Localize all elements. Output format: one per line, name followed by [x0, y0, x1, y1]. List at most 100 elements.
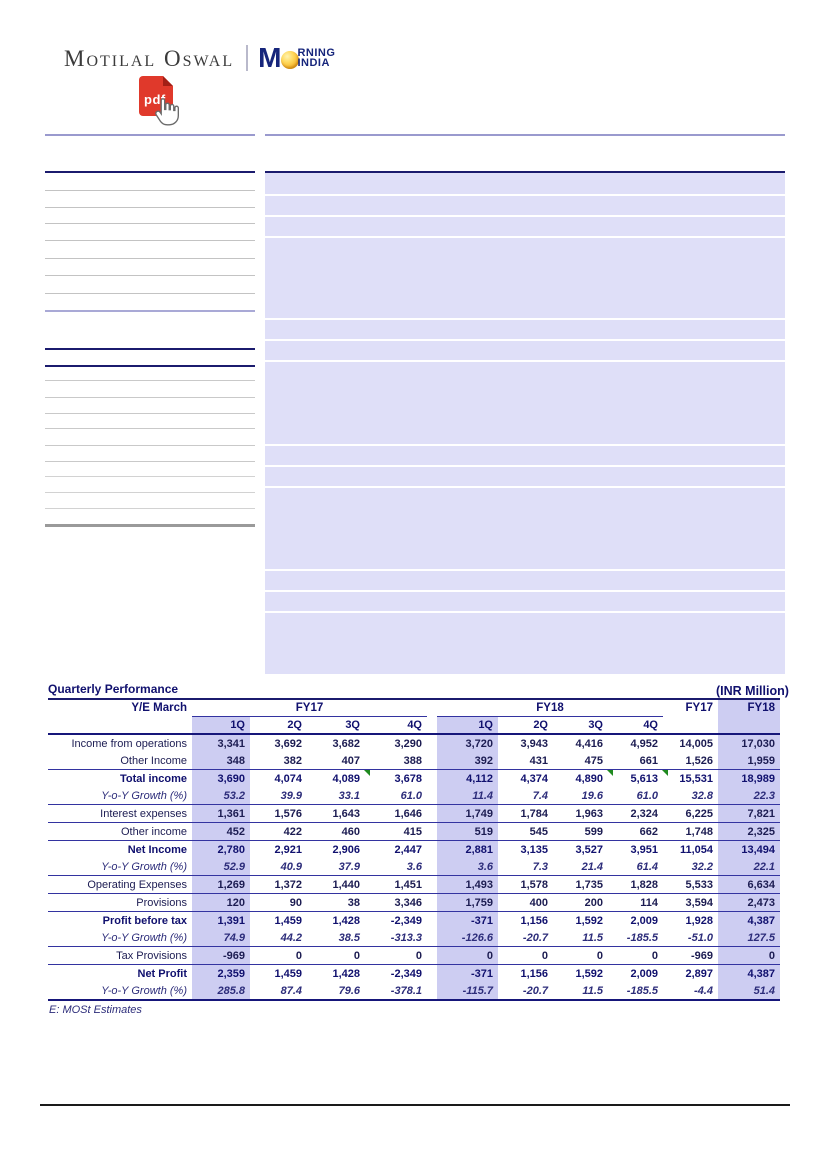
quarterly-table: Y/E March FY17 FY18 FY17 FY18 1Q 2Q 3Q 4…: [48, 700, 780, 1001]
table-row: Y-o-Y Growth (%) 53.2 39.9 33.1 61.0 11.4 7.4 1…: [48, 787, 780, 805]
quarter-header: 3Q: [307, 716, 365, 735]
value-cell: 1,643: [307, 804, 365, 823]
value-cell: 545: [498, 822, 553, 841]
row-label: Operating Expenses: [48, 875, 192, 894]
unit-note: (INR Million): [716, 684, 789, 698]
value-cell: 1,576: [250, 804, 307, 823]
table-row: Interest expenses 1,361 1,576 1,643 1,646 1,7…: [48, 804, 780, 823]
value-cell: 3,690: [192, 769, 250, 787]
value-cell: 90: [250, 893, 307, 912]
value-cell: 452: [192, 822, 250, 841]
brand-header: Motilal Oswal M RNING INDIA: [64, 44, 335, 72]
value-cell: 1,440: [307, 875, 365, 894]
value-cell: 1,428: [332, 967, 360, 980]
value-cell: 0: [307, 946, 365, 965]
value-cell: 1,156: [520, 967, 548, 980]
ruled-line: [45, 293, 255, 294]
value-cell: 37.9: [307, 858, 365, 876]
ruled-line: [45, 258, 255, 259]
value-cell: -185.5: [608, 929, 663, 947]
ruled-line: [45, 492, 255, 493]
brand-divider: [246, 45, 249, 71]
table-row: Other income 452 422 460 415 519 545 599 662 1,74…: [48, 822, 780, 841]
value-cell: 0: [365, 946, 427, 965]
pdf-attachment[interactable]: pdf: [139, 76, 187, 130]
quarter-header: 3Q: [553, 716, 608, 735]
row-label: Net Profit: [137, 967, 188, 980]
value-cell: 0: [498, 946, 553, 965]
green-flag-icon: [662, 770, 668, 776]
panel-separator-line: [265, 465, 785, 467]
table-row: Net Income 2,780 2,921 2,906 2,447 2,881 3,135…: [48, 840, 780, 858]
value-cell: -2,349: [390, 967, 422, 980]
panel-separator-line: [265, 194, 785, 196]
value-cell: 1,451: [365, 875, 427, 894]
value-cell: 422: [250, 822, 307, 841]
quarter-header: 2Q: [498, 716, 553, 735]
value-cell: 388: [365, 752, 427, 770]
value-cell: 3,720: [437, 734, 498, 752]
panel-separator-line: [265, 236, 785, 238]
value-cell: 61.0: [365, 787, 427, 805]
value-cell: 1,526: [663, 752, 718, 770]
value-cell: 87.4: [250, 982, 307, 1001]
table-title: Quarterly Performance: [48, 683, 780, 700]
value-cell: 2,324: [608, 804, 663, 823]
value-cell: 51.4: [718, 982, 780, 1001]
value-cell: 5,533: [663, 875, 718, 894]
row-label: Income from operations: [71, 737, 187, 750]
table-row: Income from operations 3,341 3,692 3,682 3,2…: [48, 734, 780, 752]
ruled-line: [45, 380, 255, 381]
value-cell: 2,881: [437, 840, 498, 858]
value-cell: 22.1: [718, 858, 780, 876]
value-cell: 200: [553, 893, 608, 912]
value-cell: 7,821: [718, 804, 780, 823]
value-cell: 3.6: [437, 858, 498, 876]
ruled-line: [45, 207, 255, 208]
hand-cursor-icon: [155, 98, 179, 126]
table-row: Provisions 120 90 38 3,346 1,759 400 200 114 3,59…: [48, 893, 780, 912]
morning-india-logo: M RNING INDIA: [258, 44, 335, 72]
value-cell: 1,784: [498, 804, 553, 823]
value-cell: 61.4: [608, 858, 663, 876]
value-cell: 7.4: [498, 787, 553, 805]
group-header-fy17: FY17: [192, 700, 427, 717]
value-cell: 475: [553, 752, 608, 770]
table-row: Tax Provisions -969 0 0 0 0 0 0 0 -969 0: [48, 946, 780, 965]
value-cell: 2,921: [274, 843, 302, 856]
value-cell: 38: [307, 893, 365, 912]
value-cell: 11.5: [553, 929, 608, 947]
right-lavender-panel: [265, 171, 785, 674]
quarterly-performance-table: Quarterly Performance Y/E March FY17 FY1…: [48, 683, 780, 1016]
value-cell: 11.5: [553, 982, 608, 1001]
value-cell: 2,009: [630, 967, 658, 980]
pdf-file-icon[interactable]: pdf: [139, 76, 173, 116]
value-cell: 3,135: [520, 843, 548, 856]
value-cell: 53.2: [192, 787, 250, 805]
header-rule-right: [265, 134, 785, 136]
value-cell: 1,459: [274, 967, 302, 980]
value-cell: 0: [718, 946, 780, 965]
value-cell: 1,592: [575, 967, 603, 980]
value-cell: 7.3: [498, 858, 553, 876]
quarter-header: 1Q: [192, 716, 250, 735]
value-cell: 2,906: [332, 843, 360, 856]
panel-separator-line: [265, 318, 785, 320]
value-cell: 1,759: [437, 893, 498, 912]
value-cell: -371: [437, 911, 498, 929]
value-cell: 0: [553, 946, 608, 965]
value-cell: 6,634: [718, 875, 780, 894]
value-cell: -126.6: [437, 929, 498, 947]
ruled-line: [45, 524, 255, 527]
value-cell: 6,225: [663, 804, 718, 823]
value-cell: 392: [437, 752, 498, 770]
value-cell: 2,897: [685, 967, 713, 980]
value-cell: 285.8: [192, 982, 250, 1001]
value-cell: -313.3: [365, 929, 427, 947]
footer-rule: [40, 1104, 790, 1106]
value-cell: 1,828: [608, 875, 663, 894]
value-cell: -4.4: [663, 982, 718, 1001]
value-cell: 4,387: [718, 964, 780, 982]
value-cell: 2,009: [630, 914, 658, 927]
table-row: Net Profit 2,359 1,459 1,428 -2,349 -371 1,156…: [48, 964, 780, 982]
